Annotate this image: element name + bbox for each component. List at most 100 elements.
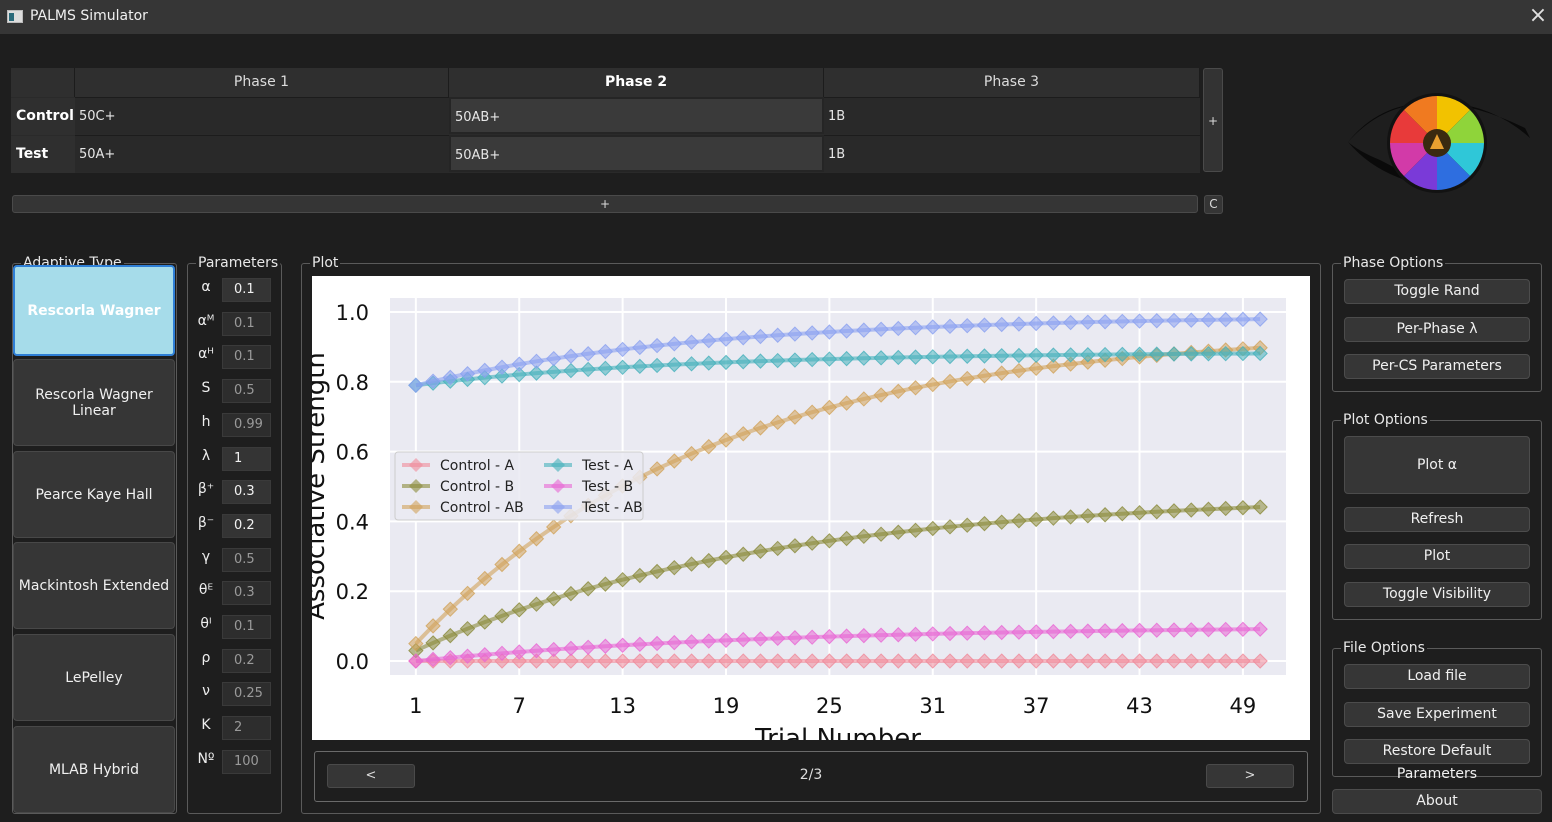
cell-test-phase-1[interactable]: 50A+ [75, 135, 449, 172]
data-point [1183, 502, 1199, 518]
about-button[interactable]: About [1332, 789, 1542, 814]
toggle-rand-button[interactable]: Toggle Rand [1344, 279, 1530, 304]
param-input[interactable]: 0.1 [222, 311, 271, 336]
data-point [1080, 347, 1096, 363]
per-cs-parameters-button[interactable]: Per-CS Parameters [1344, 354, 1530, 379]
data-point [545, 364, 562, 380]
cell-test-phase-3[interactable]: 1B [824, 135, 1200, 172]
adaptive-lepelley[interactable]: LePelley [13, 634, 175, 721]
data-point [1011, 624, 1027, 640]
cell-test-phase-2[interactable]: 50AB+ [449, 135, 824, 172]
x-tick-label: 37 [1023, 694, 1050, 718]
data-point [873, 627, 889, 643]
close-icon[interactable]: × [1528, 3, 1548, 28]
data-point [769, 540, 786, 557]
data-point [1028, 347, 1044, 364]
phase-header-3[interactable]: Phase 3 [824, 68, 1200, 97]
data-point [597, 360, 614, 377]
data-point [890, 349, 907, 366]
data-point [1131, 505, 1148, 521]
data-point [511, 653, 527, 669]
param-input[interactable]: 0.3 [222, 480, 271, 505]
param-symbol: β⁺ [197, 481, 215, 498]
data-point [632, 567, 648, 584]
legend-label: Test - A [581, 458, 634, 474]
row-header-test[interactable]: Test [11, 136, 75, 173]
data-point [821, 628, 838, 645]
app-icon [7, 10, 23, 23]
data-point [1217, 500, 1234, 517]
clear-table-button[interactable]: C [1204, 195, 1223, 214]
param-input[interactable]: 0.5 [222, 379, 271, 404]
data-point [976, 653, 993, 669]
param-input[interactable]: 0.2 [222, 648, 271, 673]
add-row-button[interactable]: + [12, 195, 1198, 213]
plot-alpha-button[interactable]: Plot α [1344, 436, 1530, 494]
restore-defaults-button[interactable]: Restore Default Parameters [1344, 739, 1530, 782]
param-input[interactable]: 0.1 [222, 278, 271, 302]
param-input[interactable]: 0.25 [222, 682, 271, 707]
param-symbol: γ [201, 548, 211, 565]
data-point [563, 585, 579, 602]
param-input[interactable]: 0.3 [222, 581, 271, 606]
data-point [494, 608, 510, 624]
data-point [718, 549, 734, 566]
data-point [907, 653, 924, 669]
adaptive-rescorla-wagner[interactable]: Rescorla Wagner [13, 265, 175, 356]
next-page-button[interactable]: > [1206, 764, 1294, 788]
legend-label: Control - A [440, 458, 515, 474]
param-input[interactable]: 2 [222, 716, 271, 741]
phase-options-group: Phase Options [1332, 254, 1542, 392]
prev-page-button[interactable]: < [327, 764, 415, 788]
adaptive-mlab-hybrid[interactable]: MLAB Hybrid [13, 726, 175, 813]
data-point [856, 350, 872, 366]
load-file-button[interactable]: Load file [1344, 664, 1530, 689]
cell-control-phase-3[interactable]: 1B [824, 97, 1200, 134]
param-input[interactable]: 0.1 [222, 615, 271, 639]
y-tick-label: 0.6 [336, 441, 369, 465]
data-point [735, 330, 751, 346]
data-point [614, 341, 631, 358]
data-point [1097, 623, 1113, 639]
toggle-visibility-button[interactable]: Toggle Visibility [1344, 582, 1530, 607]
param-input[interactable]: 0.1 [222, 345, 271, 370]
data-point [597, 638, 614, 654]
data-point [683, 556, 700, 572]
cell-control-phase-2[interactable]: 50AB+ [449, 97, 824, 134]
data-point [993, 514, 1010, 530]
data-point [632, 339, 648, 356]
file-options-group: File Options [1332, 639, 1542, 777]
data-point [873, 526, 889, 542]
param-input[interactable]: 0.5 [222, 547, 271, 572]
param-input[interactable]: 0.99 [222, 412, 271, 437]
param-input[interactable]: 1 [222, 446, 271, 471]
phase-header-1[interactable]: Phase 1 [75, 68, 449, 97]
per-phase-lambda-button[interactable]: Per-Phase λ [1344, 317, 1530, 342]
save-experiment-button[interactable]: Save Experiment [1344, 702, 1530, 727]
row-header-control[interactable]: Control [11, 98, 75, 135]
param-input[interactable]: 100 [222, 749, 271, 774]
data-point [1011, 316, 1027, 332]
data-point [1131, 622, 1148, 639]
add-phase-button[interactable]: + [1203, 68, 1223, 172]
data-point [442, 627, 459, 644]
cell-control-phase-1[interactable]: 50C+ [75, 97, 449, 134]
data-point [752, 631, 769, 647]
param-input[interactable]: 0.2 [222, 513, 271, 538]
param-symbol: β⁻ [197, 514, 215, 531]
adaptive-rescorla-wagner-linear[interactable]: Rescorla Wagner Linear [13, 359, 175, 446]
plot-canvas: 1 7 13 19 25 31 37 43 49 0.0 0.2 0.4 0.6 0.8 1.0 Trial… [312, 276, 1310, 740]
data-point [442, 650, 459, 666]
adaptive-pearce-kaye-hall[interactable]: Pearce Kaye Hall [13, 451, 175, 538]
y-tick-label: 0.4 [336, 510, 369, 534]
adaptive-mackintosh-extended[interactable]: Mackintosh Extended [13, 542, 175, 629]
data-point [477, 647, 493, 663]
data-point [890, 320, 907, 337]
data-point [649, 357, 665, 374]
data-point [1149, 622, 1165, 638]
phase-header-2[interactable]: Phase 2 [449, 68, 824, 97]
data-point [873, 653, 889, 669]
plot-button[interactable]: Plot [1344, 544, 1530, 569]
data-point [993, 624, 1010, 641]
refresh-button[interactable]: Refresh [1344, 507, 1530, 532]
